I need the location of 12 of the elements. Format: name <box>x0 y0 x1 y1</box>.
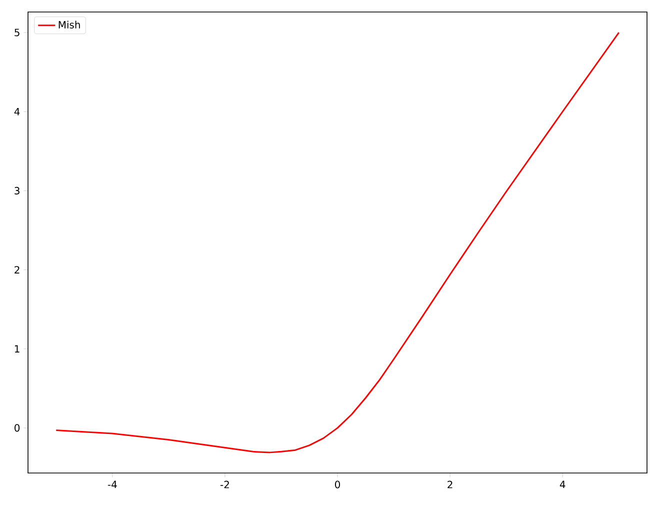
x-tick-label: 4 <box>560 480 566 488</box>
x-tick-label: 2 <box>448 480 452 488</box>
y-tick-label: 3 <box>14 186 20 194</box>
x-tick-label: 0 <box>334 480 340 488</box>
x-tick-label: -4 <box>108 480 117 488</box>
y-tick-label: 1 <box>14 345 20 352</box>
legend-label: Mish <box>58 20 80 28</box>
y-tick-label: 2 <box>14 266 20 274</box>
x-tick-label: -2 <box>220 480 229 488</box>
y-tick-label: 5 <box>14 28 20 36</box>
y-tick-label: 4 <box>14 108 20 116</box>
y-tick-label: 0 <box>14 424 20 432</box>
